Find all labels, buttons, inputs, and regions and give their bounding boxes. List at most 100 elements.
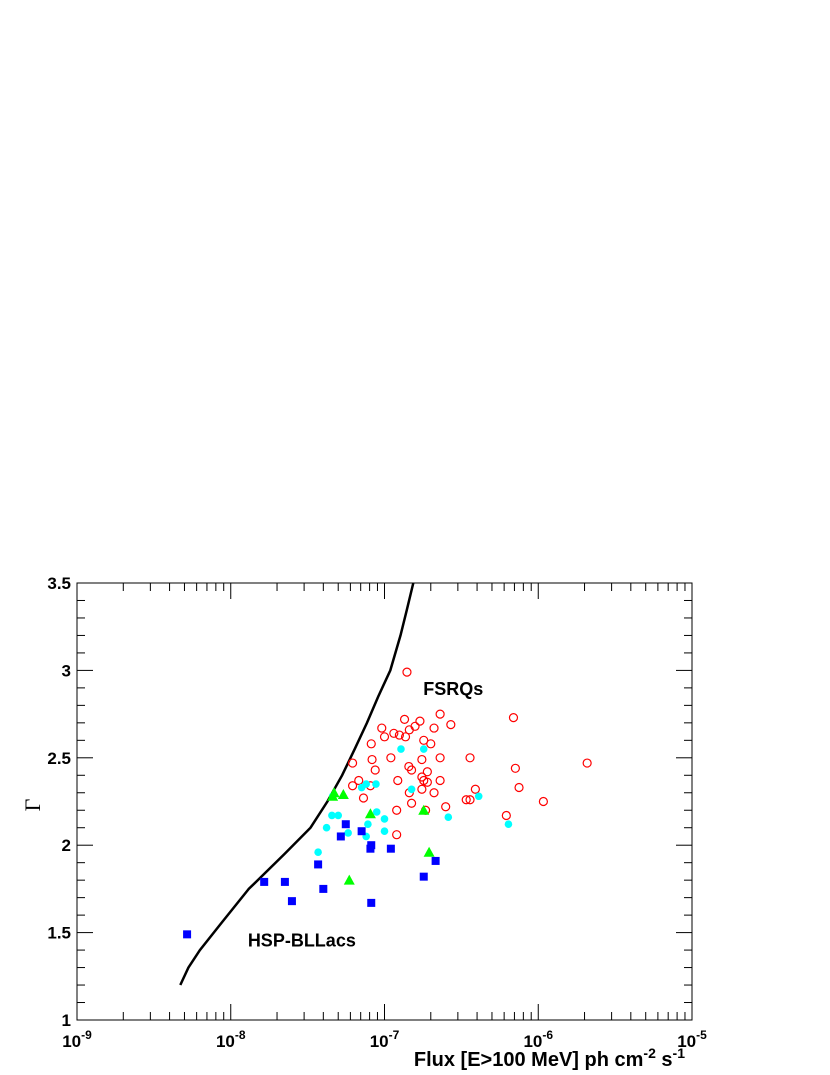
data-point [582,758,592,768]
data-point [538,796,548,807]
data-point [314,860,323,869]
y-tick-label: 2.5 [47,749,71,768]
data-point [327,790,339,801]
data-point [419,872,428,881]
data-point [441,802,451,812]
x-tick-label: 10-9 [62,1028,92,1051]
annotations: FSRQs HSP-BLLacs [248,679,483,951]
data-point [183,930,192,939]
data-point [287,897,296,906]
annotation-label: HSP-BLLacs [248,931,356,951]
data-point [367,898,376,907]
data-point [426,739,436,749]
data-point [357,827,366,836]
data-point [328,811,336,820]
data-point [465,753,475,763]
data-point [404,725,414,735]
data-point [508,712,519,723]
x-tick-labels: 10-9 10-8 10-7 10-6 10-5 [62,1028,707,1051]
data-point [407,785,416,794]
x-tick-label: 10-8 [216,1028,246,1051]
annotation-label: FSRQs [423,679,483,699]
data-point [386,753,396,763]
data-point [322,823,331,832]
data-point [418,804,430,815]
data-point [358,793,369,803]
data-point [474,792,483,801]
data-point [392,805,402,815]
data-point [435,753,445,763]
data-point [344,829,352,837]
data-point [364,820,372,829]
data-point [354,775,364,786]
sensitivity-limit-curve [179,582,415,986]
data-point [367,754,377,765]
data-point [435,775,445,786]
x-tick-label: 10-7 [370,1028,400,1051]
data-markers [183,667,592,939]
x-axis-title: Flux [E>100 MeV] ph cm-2 s-1 [414,1045,685,1071]
data-point [446,719,456,730]
data-point [394,730,404,740]
data-point [386,844,395,853]
data-point [314,848,322,856]
data-point [260,877,269,886]
y-tick-labels: 1 1.5 2 2.5 3 3.5 [47,574,71,1030]
data-point [402,667,412,677]
data-point [429,723,439,733]
data-point [422,767,432,777]
data-point [364,808,376,819]
data-point [465,795,475,805]
x-tick-label: 10-6 [523,1028,553,1051]
y-tick-label: 1.5 [47,924,71,943]
data-point [501,810,511,821]
data-point [444,813,453,822]
data-point [372,808,381,816]
data-point [337,789,349,800]
data-point [406,798,417,808]
data-point [397,745,405,753]
data-point [379,732,390,742]
y-axis-title: Γ [20,798,45,811]
data-point [370,765,380,775]
data-point [422,777,432,787]
data-point [366,844,375,853]
data-point [504,820,513,829]
data-point [470,784,480,794]
data-point [429,788,439,798]
data-point [347,781,358,791]
plot-frame [76,582,693,1021]
y-tick-label: 3 [62,661,71,680]
data-point [514,782,524,793]
y-tick-label: 2 [62,836,71,855]
data-point [380,827,389,836]
data-point [399,714,410,724]
data-point [341,820,350,829]
data-point [334,811,343,820]
data-point [389,728,399,738]
data-point [366,739,376,749]
data-point [435,709,445,719]
data-point [417,784,427,794]
data-point [423,846,435,857]
axis-ticks [76,582,693,1021]
data-point [392,830,402,840]
data-point [431,856,440,865]
data-point [406,765,417,775]
data-point [461,795,471,805]
x-tick-label: 10-5 [677,1028,707,1051]
data-point [372,780,380,788]
data-point [380,815,389,823]
y-tick-label: 3.5 [47,574,71,593]
data-point [415,716,425,726]
data-point [417,754,427,765]
y-tick-label: 1 [62,1011,71,1030]
data-point [336,832,345,841]
data-point [319,884,328,893]
data-point [377,723,387,733]
data-point [357,783,366,792]
data-point [343,874,355,885]
data-point [280,877,289,886]
data-point [419,735,429,745]
